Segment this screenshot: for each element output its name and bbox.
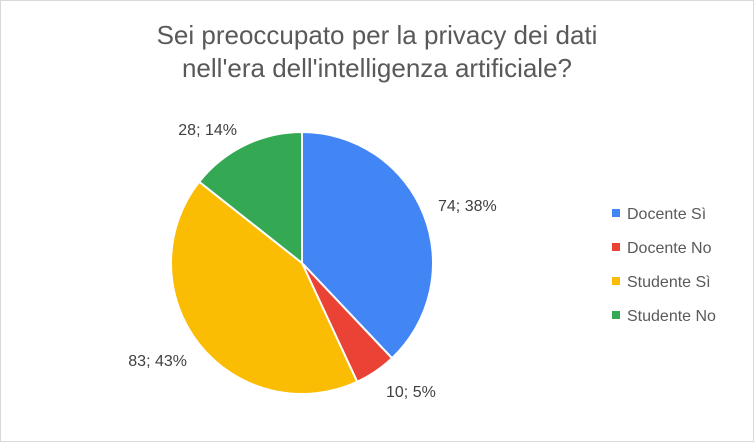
pie-slice-1 [301, 131, 434, 360]
data-label-4: 28; 14% [178, 122, 237, 139]
chart-title-line-1: Sei preoccupato per la privacy dei dati [156, 20, 598, 50]
data-label-3: 83; 43% [128, 353, 187, 370]
data-label-2: 10; 5% [386, 384, 436, 401]
legend-swatch-2 [612, 243, 620, 251]
legend-swatch-1 [612, 209, 620, 217]
legend-label-2: Docente No [627, 240, 712, 257]
chart-title: Sei preoccupato per la privacy dei dati … [1, 19, 753, 85]
pie-labels: 74; 38% 10; 5% 83; 43% 28; 14% [128, 122, 496, 401]
data-label-1: 74; 38% [438, 198, 497, 215]
legend-label-3: Studente Sì [627, 274, 711, 291]
chart-title-line-2: nell'era dell'intelligenza artificiale? [181, 53, 573, 83]
pie-slice-3 [170, 180, 359, 396]
legend: Docente Sì Docente No Studente Sì Studente … [612, 206, 716, 325]
legend-swatch-4 [612, 311, 620, 319]
legend-label-1: Docente Sì [627, 206, 706, 223]
pie-slice-4 [198, 131, 303, 264]
legend-swatch-3 [612, 277, 620, 285]
pie-slices [170, 131, 434, 396]
legend-label-4: Studente No [627, 308, 716, 325]
